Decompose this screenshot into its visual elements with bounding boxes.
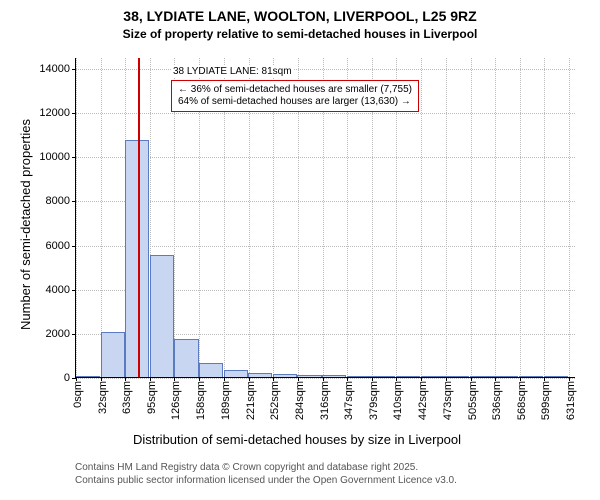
xtick-label: 284sqm xyxy=(294,377,306,420)
histogram-bar xyxy=(150,255,174,377)
annotation-header: 38 LYDIATE LANE: 81sqm xyxy=(171,66,294,78)
gridline-v xyxy=(446,58,447,377)
histogram-bar xyxy=(224,370,248,377)
gridline-v xyxy=(76,58,77,377)
histogram-bar xyxy=(371,376,395,377)
xtick-label: 599sqm xyxy=(540,377,552,420)
xtick-label: 505sqm xyxy=(467,377,479,420)
x-axis-label: Distribution of semi-detached houses by … xyxy=(47,432,547,447)
xtick-label: 158sqm xyxy=(195,377,207,420)
xtick-label: 347sqm xyxy=(343,377,355,420)
credits: Contains HM Land Registry data © Crown c… xyxy=(75,462,457,487)
xtick-label: 189sqm xyxy=(220,377,232,420)
credits-line-1: Contains HM Land Registry data © Crown c… xyxy=(75,462,457,475)
gridline-v xyxy=(471,58,472,377)
histogram-bar xyxy=(519,376,543,377)
xtick-label: 442sqm xyxy=(417,377,429,420)
xtick-label: 95sqm xyxy=(146,377,158,414)
histogram-bar xyxy=(494,376,518,377)
histogram-bar xyxy=(470,376,494,377)
histogram-bar xyxy=(174,339,198,377)
plot-area: 020004000600080001000012000140000sqm32sq… xyxy=(75,58,575,378)
gridline-v xyxy=(101,58,102,377)
credits-line-2: Contains public sector information licen… xyxy=(75,475,457,488)
histogram-bar xyxy=(125,140,149,377)
xtick-label: 221sqm xyxy=(245,377,257,420)
marker-line xyxy=(138,58,140,377)
gridline-v xyxy=(520,58,521,377)
xtick-label: 410sqm xyxy=(392,377,404,420)
gridline-v xyxy=(495,58,496,377)
y-axis-label: Number of semi-detached properties xyxy=(18,119,33,330)
histogram-bar xyxy=(76,376,100,377)
ytick-label: 14000 xyxy=(39,63,76,75)
histogram-bar xyxy=(347,376,371,377)
histogram-bar xyxy=(248,373,272,377)
xtick-label: 252sqm xyxy=(269,377,281,420)
gridline-v xyxy=(421,58,422,377)
ytick-label: 12000 xyxy=(39,107,76,119)
ytick-label: 2000 xyxy=(46,328,76,340)
ytick-label: 6000 xyxy=(46,240,76,252)
histogram-bar xyxy=(199,363,223,377)
chart-container: 38, LYDIATE LANE, WOOLTON, LIVERPOOL, L2… xyxy=(0,0,600,500)
chart-title: 38, LYDIATE LANE, WOOLTON, LIVERPOOL, L2… xyxy=(0,8,600,24)
annotation-box: ← 36% of semi-detached houses are smalle… xyxy=(171,80,419,112)
histogram-bar xyxy=(445,376,469,377)
xtick-label: 536sqm xyxy=(491,377,503,420)
histogram-bar xyxy=(322,375,346,377)
xtick-label: 126sqm xyxy=(170,377,182,420)
xtick-label: 568sqm xyxy=(516,377,528,420)
ytick-label: 4000 xyxy=(46,284,76,296)
histogram-bar xyxy=(544,376,568,377)
xtick-label: 63sqm xyxy=(121,377,133,414)
ytick-label: 8000 xyxy=(46,195,76,207)
histogram-bar xyxy=(273,374,297,377)
xtick-label: 631sqm xyxy=(565,377,577,420)
histogram-bar xyxy=(101,332,125,377)
annotation-line: ← 36% of semi-detached houses are smalle… xyxy=(178,84,412,96)
xtick-label: 316sqm xyxy=(319,377,331,420)
annotation-line: 64% of semi-detached houses are larger (… xyxy=(178,96,412,108)
histogram-bar xyxy=(396,376,420,377)
histogram-bar xyxy=(421,376,445,377)
gridline-v xyxy=(569,58,570,377)
ytick-label: 10000 xyxy=(39,151,76,163)
xtick-label: 32sqm xyxy=(97,377,109,414)
xtick-label: 473sqm xyxy=(442,377,454,420)
chart-subtitle: Size of property relative to semi-detach… xyxy=(0,27,600,41)
xtick-label: 0sqm xyxy=(72,377,84,408)
gridline-v xyxy=(544,58,545,377)
histogram-bar xyxy=(297,375,321,377)
xtick-label: 379sqm xyxy=(368,377,380,420)
